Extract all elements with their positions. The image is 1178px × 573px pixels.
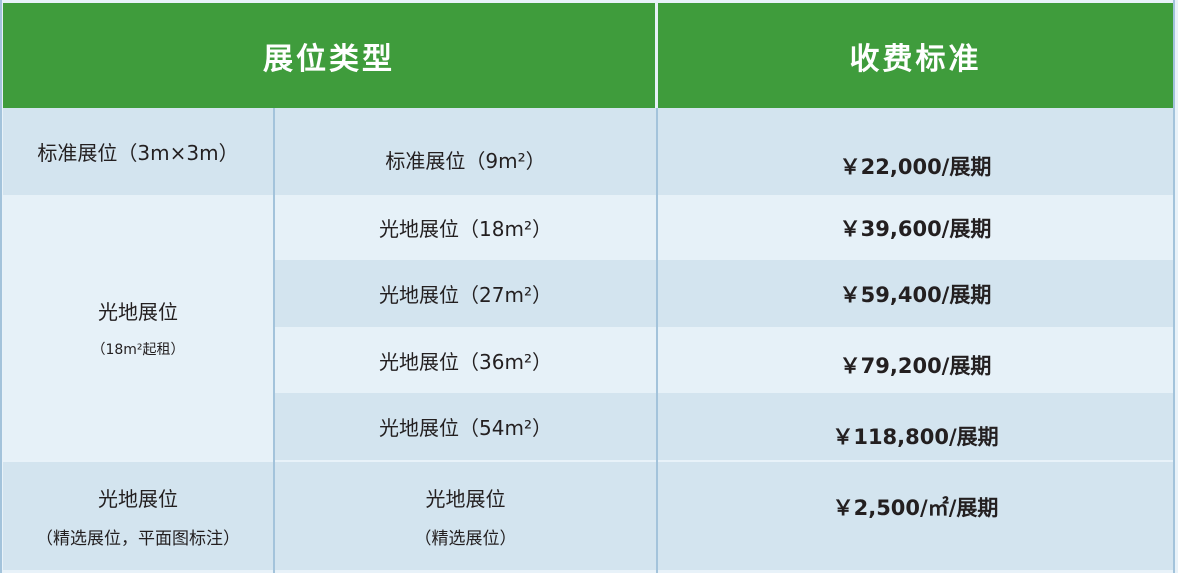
group-standard: 标准展位（3m×3m） bbox=[3, 108, 273, 195]
header-label: 收费标准 bbox=[849, 41, 982, 77]
cell-note: （精选展位） bbox=[414, 529, 517, 549]
price-text: ￥39,600/展期 bbox=[839, 216, 992, 241]
cell-text: 光地展位 bbox=[425, 487, 506, 511]
cell-text: 标准展位（9m²） bbox=[385, 149, 546, 173]
group-premium: 光地展位 （精选展位，平面图标注） bbox=[3, 462, 273, 570]
type-cell: 光地展位 （精选展位） bbox=[275, 462, 656, 570]
type-cell: 光地展位（27m²） bbox=[275, 260, 656, 327]
price-cell: ￥22,000/展期 bbox=[658, 108, 1173, 195]
header-price: 收费标准 bbox=[658, 3, 1173, 108]
cell-text: 光地展位（18m²） bbox=[379, 217, 552, 241]
price-text: ￥22,000/展期 bbox=[839, 154, 992, 179]
price-cell: ￥118,800/展期 bbox=[658, 393, 1173, 460]
cell-text: 光地展位（54m²） bbox=[379, 416, 552, 440]
price-text: ￥59,400/展期 bbox=[839, 282, 992, 307]
price-cell: ￥59,400/展期 bbox=[658, 260, 1173, 327]
cell-text: 光地展位 bbox=[98, 300, 178, 324]
price-text: ￥79,200/展期 bbox=[839, 354, 992, 378]
divider bbox=[656, 108, 658, 573]
cell-text: 标准展位（3m×3m） bbox=[37, 141, 239, 165]
cell-text: 光地展位（27m²） bbox=[379, 283, 552, 307]
divider bbox=[0, 0, 2, 573]
price-text: ￥2,500/㎡/展期 bbox=[832, 496, 999, 520]
price-cell: ￥2,500/㎡/展期 bbox=[658, 462, 1173, 570]
cell-text: 光地展位 bbox=[98, 487, 178, 511]
cell-note: （精选展位，平面图标注） bbox=[36, 529, 240, 549]
group-raw-space: 光地展位 （18m²起租） bbox=[3, 195, 273, 460]
header-label: 展位类型 bbox=[263, 41, 395, 77]
header-booth-type: 展位类型 bbox=[3, 3, 655, 108]
type-cell: 光地展位（54m²） bbox=[275, 393, 656, 460]
cell-text: 光地展位（36m²） bbox=[379, 349, 552, 374]
price-cell: ￥79,200/展期 bbox=[658, 327, 1173, 393]
cell-note: （18m²起租） bbox=[91, 342, 185, 358]
type-cell: 光地展位（18m²） bbox=[275, 195, 656, 260]
type-cell: 标准展位（9m²） bbox=[275, 108, 656, 195]
divider bbox=[1173, 0, 1175, 573]
price-text: ￥118,800/展期 bbox=[832, 424, 999, 449]
divider bbox=[273, 108, 275, 573]
type-cell: 光地展位（36m²） bbox=[275, 327, 656, 393]
price-cell: ￥39,600/展期 bbox=[658, 195, 1173, 260]
